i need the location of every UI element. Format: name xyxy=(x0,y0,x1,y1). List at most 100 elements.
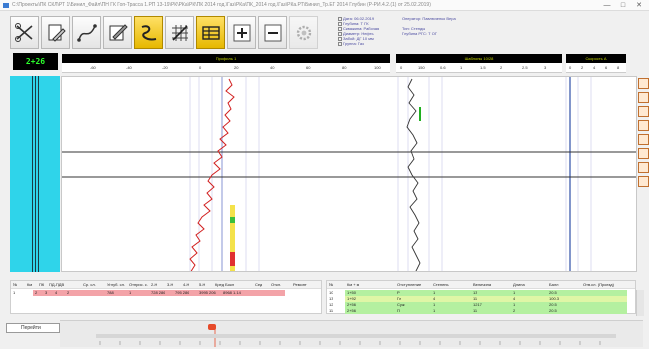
track1-header[interactable]: Профиль 1 xyxy=(62,54,390,63)
tick-label: 20 xyxy=(234,65,239,70)
tick-label: 80 xyxy=(342,65,347,70)
table-scrollbar[interactable] xyxy=(636,290,644,316)
cell: 3995 206 xyxy=(199,290,216,295)
row-index: 13 xyxy=(329,296,334,301)
col-header: Углуб. сл. xyxy=(107,282,126,287)
cell: 1 xyxy=(513,290,516,295)
tick-label: 60 xyxy=(306,65,311,70)
cell: 1217 xyxy=(473,302,482,307)
km-ruler[interactable] xyxy=(60,320,643,347)
table-icon xyxy=(201,25,220,40)
minimize-button[interactable]: — xyxy=(603,2,611,9)
table-header xyxy=(11,281,321,289)
tool-snake-button[interactable] xyxy=(134,16,163,49)
ruler-slider-track[interactable] xyxy=(96,334,616,338)
col-header: Сед xyxy=(255,282,263,287)
track3-scale: 0 2 4 6 8 xyxy=(566,63,626,73)
tool-draw-button[interactable] xyxy=(103,16,132,49)
snake-icon xyxy=(141,24,156,40)
cell: 1 xyxy=(433,290,436,295)
grid-icon[interactable] xyxy=(638,120,649,131)
row-index: 10 xyxy=(329,290,334,295)
tool-edit-button[interactable] xyxy=(41,16,70,49)
table-row[interactable] xyxy=(345,290,627,296)
depth-track[interactable] xyxy=(10,76,60,272)
cell: 8968 1.14 xyxy=(223,290,241,295)
table-row[interactable] xyxy=(33,290,285,296)
tick-label: 8 xyxy=(617,65,620,70)
track1-curve xyxy=(189,78,235,271)
tick-label: 0.6 xyxy=(440,65,446,70)
print-icon[interactable] xyxy=(638,162,649,173)
log-plot[interactable] xyxy=(61,76,637,272)
layers-icon[interactable] xyxy=(638,106,649,117)
row-index: 11 xyxy=(329,308,334,313)
settings-button[interactable] xyxy=(289,16,318,49)
title-bar: С:\Проекты\ПК СКЛ\РТ 1\Бинил_Файл\ПН ГК … xyxy=(0,0,649,11)
export-icon[interactable] xyxy=(638,148,649,159)
tool-grid-button[interactable] xyxy=(165,16,194,49)
zoom-in-button[interactable] xyxy=(227,16,256,49)
depth-bar xyxy=(38,76,39,272)
table-row[interactable] xyxy=(345,296,627,302)
cell: 4 xyxy=(55,290,58,295)
col-header: № xyxy=(13,282,18,287)
cell: 1 xyxy=(433,302,436,307)
goto-input[interactable]: Перейти xyxy=(6,323,60,333)
table-row[interactable] xyxy=(345,302,627,308)
info-left-labels: Дата: 06.02.2019 Глубина: Т ГК Скважина:… xyxy=(338,16,379,46)
zoom-icon[interactable] xyxy=(638,92,649,103)
cell: 4 xyxy=(433,296,436,301)
cell: 2 xyxy=(67,290,70,295)
close-button[interactable]: ✕ xyxy=(636,2,642,9)
deviation-table-right: № Км + м Отступление Степень Величина Дл… xyxy=(326,280,636,314)
track1-band xyxy=(230,205,235,271)
info-right-labels: Оператор: Павлюченко Вера Тип: Стенды Гл… xyxy=(402,16,456,36)
track2-header[interactable]: Шаблоны 10/28 xyxy=(396,54,562,63)
tool-table-button[interactable] xyxy=(196,16,225,49)
tick-label: 150 xyxy=(418,65,425,70)
app-icon xyxy=(3,3,9,8)
cell: 1 xyxy=(433,308,436,313)
col-header: ПК xyxy=(39,282,45,287)
col-header: 4-Н xyxy=(183,282,190,287)
col-header: Кред Бокл xyxy=(215,282,235,287)
tick-label: 100 xyxy=(374,65,381,70)
cell: 13 xyxy=(473,290,478,295)
ruler-icon[interactable] xyxy=(638,78,649,89)
table-header xyxy=(327,281,635,289)
ruler-slider-thumb[interactable] xyxy=(208,324,216,330)
depth-display: 2+26 xyxy=(13,53,58,70)
cell: 20.5 xyxy=(549,290,557,295)
cell: 788 xyxy=(107,290,114,295)
info-icon[interactable] xyxy=(638,176,649,187)
zoom-out-button[interactable] xyxy=(258,16,287,49)
tick-label: -60 xyxy=(90,65,96,70)
tick-label: 1 xyxy=(460,65,463,70)
tick-label: 1.5 xyxy=(480,65,486,70)
col-header: Степень xyxy=(433,282,449,287)
tick-label: 2 xyxy=(581,65,584,70)
cell: Р xyxy=(397,290,400,295)
track1-band-marker xyxy=(230,217,235,223)
curve-icon xyxy=(76,23,97,42)
tick-label: -40 xyxy=(126,65,132,70)
cell: Суж xyxy=(397,302,405,307)
gear-icon xyxy=(296,25,311,40)
track3-header[interactable]: Скорость А xyxy=(566,54,626,63)
tool-cut-button[interactable] xyxy=(10,16,39,49)
cell: 4 xyxy=(513,296,516,301)
cell: 795 286 xyxy=(175,290,190,295)
col-header: Балл xyxy=(549,282,559,287)
maximize-button[interactable]: □ xyxy=(620,2,626,9)
tool-curve-button[interactable] xyxy=(72,16,101,49)
cell: 3 xyxy=(45,290,48,295)
table-row[interactable] xyxy=(345,308,627,314)
row-index: 1 xyxy=(13,290,16,295)
cell: 1 xyxy=(513,302,516,307)
col-header: Отв.сл. (Проезд) xyxy=(583,282,614,287)
col-header: 3-Н xyxy=(167,282,174,287)
chart-icon[interactable] xyxy=(638,134,649,145)
cell: 2 xyxy=(513,308,516,313)
